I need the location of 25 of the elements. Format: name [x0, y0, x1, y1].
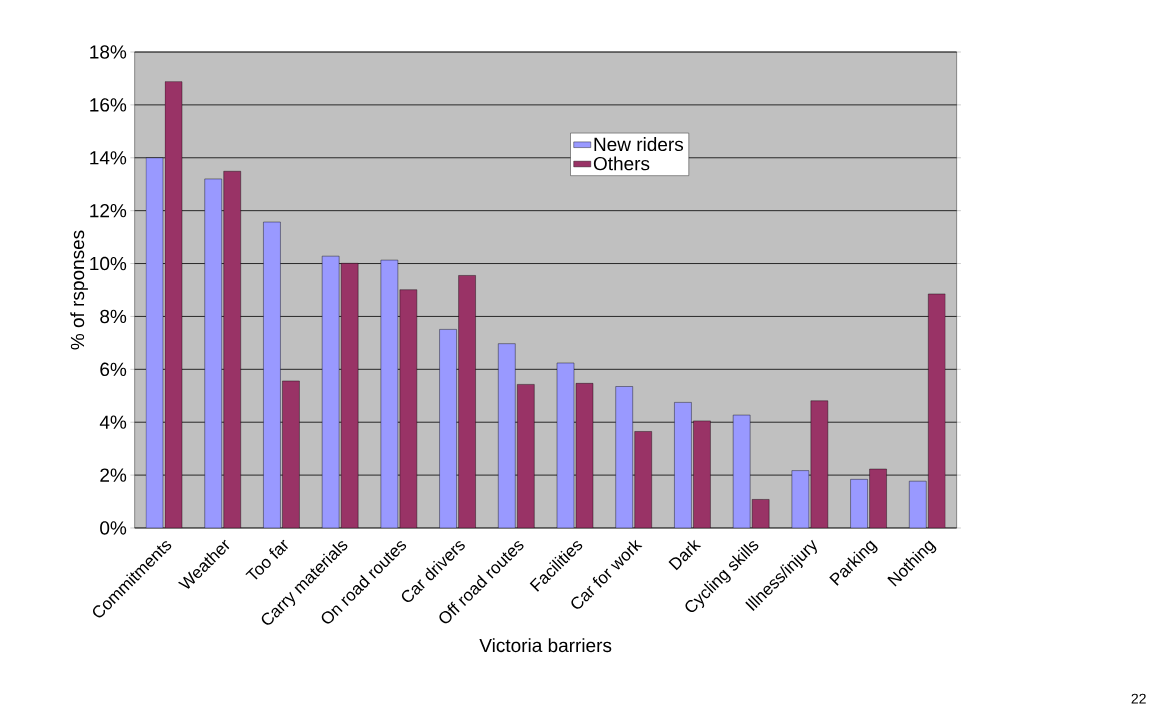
bar	[909, 480, 927, 528]
y-tick-label: 16%	[90, 98, 127, 112]
y-tick-label: 18%	[90, 45, 127, 59]
y-tick-label: 4%	[99, 415, 127, 429]
x-tick-label: Too far	[245, 539, 289, 580]
bar	[615, 386, 633, 528]
text: 22	[1131, 693, 1146, 704]
bar	[850, 479, 868, 528]
y-axis-title: % of rsponses	[70, 230, 88, 350]
y-tick-label: 8%	[100, 309, 127, 324]
y-tick-label: 12%	[90, 203, 127, 218]
y-tick-label: 6%	[100, 362, 127, 377]
y-tick-label: 14%	[90, 151, 127, 165]
y-tick-label: 2%	[100, 468, 127, 482]
legend-label: New riders	[594, 137, 684, 152]
bar	[321, 255, 340, 528]
x-axis-title: Victoria barriers	[479, 638, 612, 653]
y-tick-label: 0%	[100, 521, 127, 535]
bar	[439, 329, 457, 528]
y-tick-label: 10%	[90, 256, 127, 271]
legend-label: Others	[593, 156, 650, 171]
bar	[204, 178, 222, 528]
bar	[674, 402, 692, 528]
bar	[498, 343, 516, 528]
bar	[263, 221, 281, 528]
